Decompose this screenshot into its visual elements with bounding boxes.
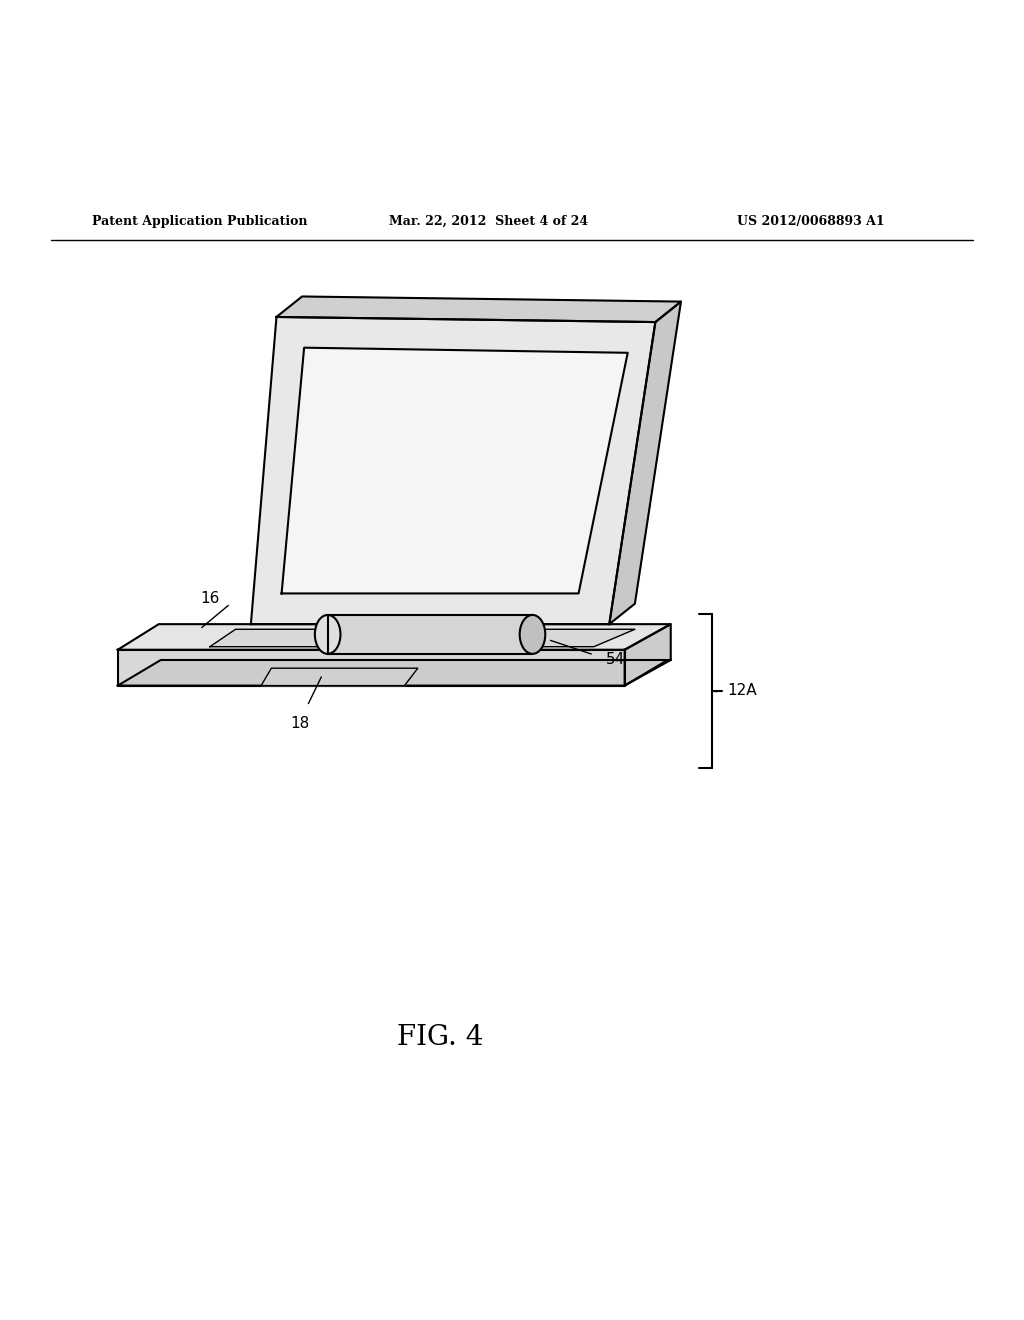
- Text: 54: 54: [606, 652, 626, 668]
- Text: 12A: 12A: [727, 684, 757, 698]
- Polygon shape: [251, 317, 655, 624]
- Text: Patent Application Publication: Patent Application Publication: [92, 215, 307, 227]
- Polygon shape: [118, 624, 671, 649]
- Ellipse shape: [314, 615, 340, 653]
- Ellipse shape: [520, 615, 545, 653]
- Polygon shape: [261, 668, 418, 685]
- Text: 16: 16: [201, 591, 220, 606]
- Polygon shape: [118, 649, 625, 685]
- Polygon shape: [625, 624, 671, 685]
- Polygon shape: [609, 301, 681, 624]
- Text: 14: 14: [283, 556, 302, 570]
- Text: 18: 18: [291, 717, 309, 731]
- Text: US 2012/0068893 A1: US 2012/0068893 A1: [737, 215, 885, 227]
- Polygon shape: [328, 615, 532, 653]
- Text: FIG. 4: FIG. 4: [397, 1023, 483, 1051]
- Polygon shape: [282, 347, 628, 594]
- Polygon shape: [276, 297, 681, 322]
- Polygon shape: [210, 630, 635, 647]
- Text: Mar. 22, 2012  Sheet 4 of 24: Mar. 22, 2012 Sheet 4 of 24: [389, 215, 588, 227]
- Polygon shape: [118, 660, 668, 685]
